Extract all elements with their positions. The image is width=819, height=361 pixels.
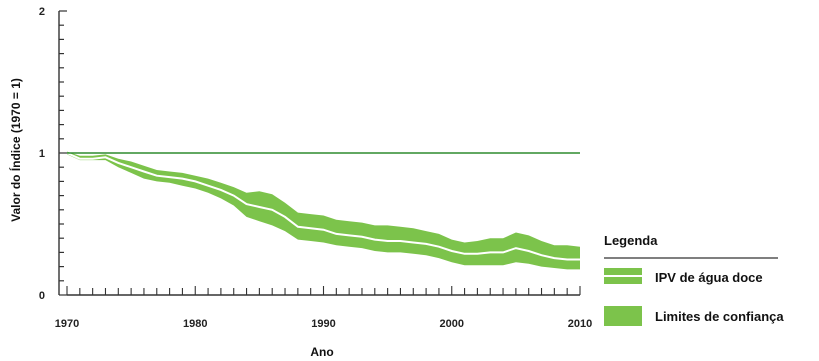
- legend-swatch-band: [604, 306, 642, 326]
- y-tick-label: 1: [39, 148, 45, 160]
- x-tick-label: 1980: [183, 318, 207, 330]
- x-tick-label: 1970: [55, 318, 79, 330]
- y-axis-title: Valor do Índice (1970 = 1): [8, 78, 23, 222]
- x-axis-title: Ano: [310, 345, 333, 359]
- x-tick-label: 2000: [440, 318, 464, 330]
- index-line: [66, 152, 580, 261]
- legend-title: Legenda: [604, 233, 658, 248]
- x-tick-label: 1990: [311, 318, 335, 330]
- y-tick-label: 2: [39, 6, 45, 18]
- legend-label: Limites de confiança: [655, 309, 784, 324]
- x-tick-label: 2010: [568, 318, 592, 330]
- y-tick-label: 0: [39, 290, 45, 302]
- legend-label: IPV de água doce: [655, 270, 763, 285]
